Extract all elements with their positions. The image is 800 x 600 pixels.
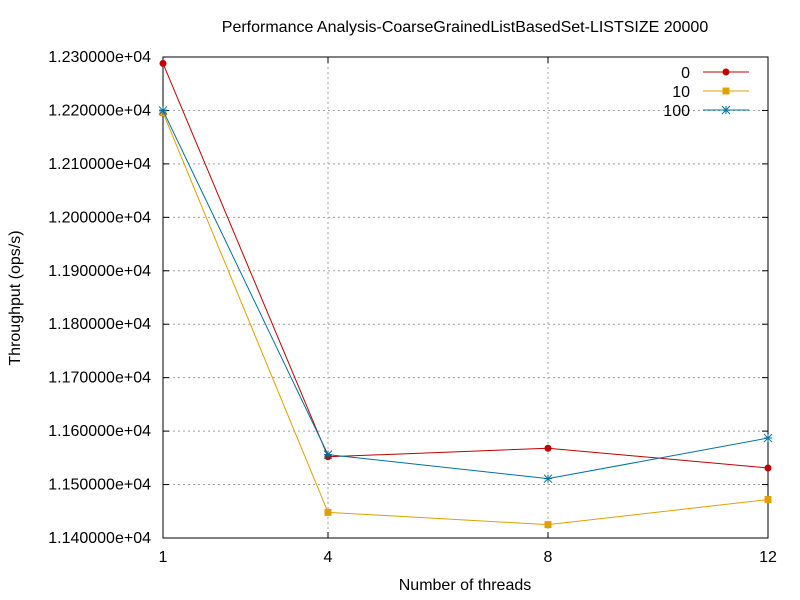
series-100: [158, 106, 773, 484]
chart-title: Performance Analysis-CoarseGrainedListBa…: [222, 19, 709, 36]
data-point: [544, 444, 552, 452]
y-tick-label: 1.230000e+04: [48, 49, 151, 66]
x-tick-label: 1: [159, 549, 168, 566]
y-tick-label: 1.180000e+04: [48, 316, 151, 333]
data-point: [763, 433, 773, 443]
y-tick-label: 1.160000e+04: [48, 423, 151, 440]
y-tick-label: 1.220000e+04: [48, 102, 151, 119]
x-tick-label: 12: [759, 549, 777, 566]
legend-label: 0: [681, 65, 690, 82]
y-axis-label: Throughput (ops/s): [7, 230, 24, 365]
series-0: [159, 59, 772, 472]
data-point: [544, 521, 552, 529]
y-tick-label: 1.150000e+04: [48, 477, 151, 494]
legend-label: 10: [672, 84, 690, 101]
data-point: [764, 496, 772, 504]
legend-marker: [722, 87, 730, 95]
series-line: [162, 63, 769, 469]
y-tick-label: 1.140000e+04: [48, 530, 151, 547]
axis-ticks: 1.140000e+04 1.150000e+04 1.160000e+04 1.17…: [48, 49, 777, 566]
legend-marker: [721, 105, 731, 115]
x-tick-label: 4: [324, 549, 333, 566]
y-tick-label: 1.190000e+04: [48, 263, 151, 280]
y-tick-label: 1.210000e+04: [48, 156, 151, 173]
data-point: [764, 464, 772, 472]
series-line: [162, 110, 769, 480]
legend: 0 10 100: [663, 65, 749, 120]
x-tick-label: 8: [544, 549, 553, 566]
data-point: [159, 59, 167, 67]
data-point: [323, 450, 333, 459]
y-tick-label: 1.200000e+04: [48, 209, 151, 226]
series-group: [158, 59, 773, 529]
data-point: [543, 474, 553, 484]
legend-marker: [722, 68, 730, 76]
y-tick-label: 1.170000e+04: [48, 370, 151, 387]
series-10: [159, 109, 772, 529]
data-point: [324, 508, 332, 516]
x-axis-label: Number of threads: [399, 577, 532, 594]
grid: [163, 57, 768, 538]
data-point: [158, 106, 168, 115]
plot-frame: [162, 56, 769, 539]
legend-label: 100: [663, 103, 690, 120]
series-line: [162, 112, 769, 526]
